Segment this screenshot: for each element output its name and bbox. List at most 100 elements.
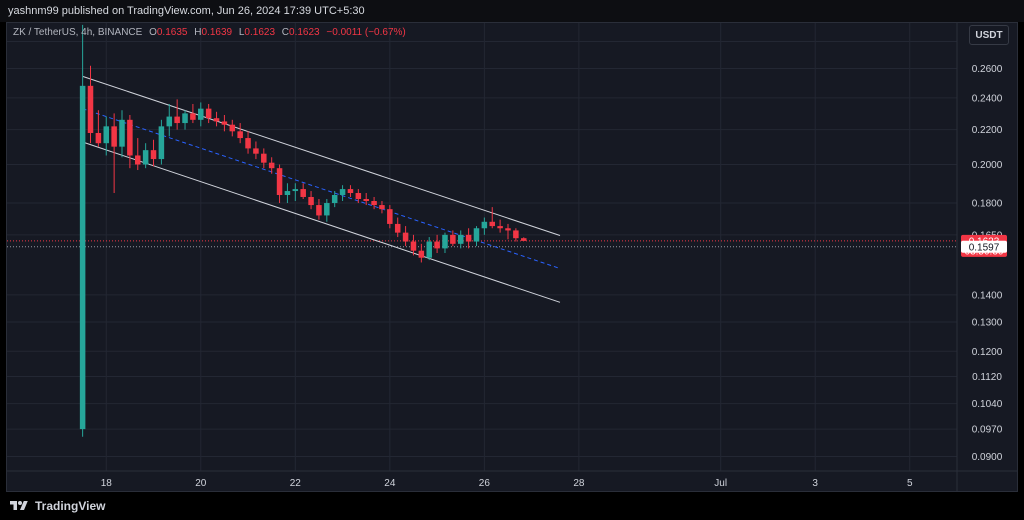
candle-body[interactable] xyxy=(473,228,480,242)
x-tick-label: Jul xyxy=(714,478,727,489)
x-tick-label: 22 xyxy=(290,478,302,489)
candle-body[interactable] xyxy=(497,226,503,229)
candle-body[interactable] xyxy=(324,203,330,216)
candle-body[interactable] xyxy=(489,221,495,227)
symbol-title[interactable]: ZK / TetherUS, 4h, BINANCE xyxy=(13,27,143,38)
x-tick-label: 26 xyxy=(479,478,491,489)
chart-background[interactable] xyxy=(7,23,1018,492)
x-tick-label: 24 xyxy=(384,478,396,489)
candle-body[interactable] xyxy=(190,113,196,120)
x-tick-label: 5 xyxy=(907,478,913,489)
x-tick-label: 3 xyxy=(812,478,818,489)
candle-body[interactable] xyxy=(300,189,306,197)
candle-body[interactable] xyxy=(331,194,338,204)
footer-brand[interactable]: TradingView xyxy=(35,499,106,513)
ohlc-low-value: 0.1623 xyxy=(244,27,276,38)
candle-body[interactable] xyxy=(387,209,393,224)
price-chart-svg[interactable]: 0.28000.26000.24000.22000.20000.18000.16… xyxy=(7,23,1018,492)
candle-body[interactable] xyxy=(79,85,86,430)
currency-button[interactable]: USDT xyxy=(969,25,1009,45)
candle-body[interactable] xyxy=(198,108,204,120)
y-tick-label: 0.0900 xyxy=(972,452,1003,463)
ohlc-high-value: 0.1639 xyxy=(201,27,233,38)
y-tick-label: 0.2400 xyxy=(972,93,1003,104)
candle-body[interactable] xyxy=(347,189,354,194)
chart-panel[interactable]: ZK / TetherUS, 4h, BINANCE O0.1635 H0.16… xyxy=(6,22,1018,492)
candle-body[interactable] xyxy=(182,113,188,124)
candle-body[interactable] xyxy=(135,155,141,165)
candle-body[interactable] xyxy=(513,230,519,239)
candle-body[interactable] xyxy=(394,223,401,233)
candle-body[interactable] xyxy=(213,118,220,122)
candle-body[interactable] xyxy=(276,168,283,195)
ohlc-high-key: H xyxy=(194,27,202,38)
candle-body[interactable] xyxy=(87,85,94,133)
candle-body[interactable] xyxy=(379,205,385,210)
candle-body[interactable] xyxy=(284,191,291,195)
candle-body[interactable] xyxy=(166,116,173,127)
candle-body[interactable] xyxy=(268,162,275,169)
candle-body[interactable] xyxy=(450,234,456,244)
candle-body[interactable] xyxy=(402,232,409,242)
candle-body[interactable] xyxy=(237,131,243,139)
candle-body[interactable] xyxy=(457,234,464,244)
y-tick-label: 0.2000 xyxy=(972,160,1003,171)
candle-body[interactable] xyxy=(221,121,228,125)
candle-body[interactable] xyxy=(481,221,488,229)
candle-body[interactable] xyxy=(505,228,511,231)
candle-body[interactable] xyxy=(150,150,157,160)
candle-body[interactable] xyxy=(363,198,369,202)
candle-body[interactable] xyxy=(95,132,102,144)
change-value: −0.0011 (−0.67%) xyxy=(326,27,406,38)
y-tick-label: 0.1400 xyxy=(972,290,1003,301)
candle-body[interactable] xyxy=(316,205,322,216)
candle-body[interactable] xyxy=(127,119,133,156)
channel-line-upper[interactable] xyxy=(82,75,561,236)
candle-body[interactable] xyxy=(339,189,346,195)
candle-body[interactable] xyxy=(119,119,125,147)
candle-body[interactable] xyxy=(434,241,440,249)
candle-body[interactable] xyxy=(465,234,472,242)
candle-body[interactable] xyxy=(111,126,117,147)
ohlc-close-value: 0.1623 xyxy=(289,27,320,38)
x-tick-label: 28 xyxy=(573,478,585,489)
publish-info-bar: yashnm99 published on TradingView.com, J… xyxy=(0,0,1024,22)
ohlc-low-key: L xyxy=(238,27,245,38)
candle-body[interactable] xyxy=(142,150,149,165)
y-tick-label: 0.1300 xyxy=(972,318,1003,329)
published-text: yashnm99 published on TradingView.com, J… xyxy=(8,5,365,17)
footer-bar: TradingView xyxy=(0,492,1024,520)
candle-body[interactable] xyxy=(205,108,212,119)
price-label-text: 0.1597 xyxy=(969,242,1000,253)
candle-body[interactable] xyxy=(103,126,110,144)
candle-body[interactable] xyxy=(520,238,527,241)
candle-body[interactable] xyxy=(308,196,314,206)
x-tick-label: 20 xyxy=(195,478,207,489)
candle-body[interactable] xyxy=(426,241,432,258)
y-tick-label: 0.2600 xyxy=(972,64,1003,75)
y-tick-label: 0.1040 xyxy=(972,399,1003,410)
candle-body[interactable] xyxy=(442,234,448,249)
channel-line-lower[interactable] xyxy=(82,141,561,303)
symbol-legend: ZK / TetherUS, 4h, BINANCE O0.1635 H0.16… xyxy=(13,27,406,38)
ohlc-close-key: C xyxy=(281,27,290,38)
candle-body[interactable] xyxy=(418,250,425,258)
price-label-box xyxy=(961,240,1007,253)
y-tick-label: 0.0970 xyxy=(972,425,1003,436)
candle-body[interactable] xyxy=(245,138,251,149)
candle-body[interactable] xyxy=(261,153,267,163)
x-tick-label: 18 xyxy=(101,478,113,489)
candle-body[interactable] xyxy=(371,201,377,206)
candle-body[interactable] xyxy=(158,126,165,160)
candle-body[interactable] xyxy=(410,241,417,251)
ohlc-open-key: O xyxy=(149,27,157,38)
tradingview-logo-icon[interactable] xyxy=(8,499,30,513)
y-tick-label: 0.1120 xyxy=(972,372,1002,383)
candle-body[interactable] xyxy=(292,189,299,192)
y-tick-label: 0.2200 xyxy=(972,125,1003,136)
candle-body[interactable] xyxy=(253,148,259,154)
candle-body[interactable] xyxy=(355,193,362,199)
y-tick-label: 0.1200 xyxy=(972,347,1003,358)
candle-body[interactable] xyxy=(174,116,180,124)
candle-body[interactable] xyxy=(229,124,236,132)
